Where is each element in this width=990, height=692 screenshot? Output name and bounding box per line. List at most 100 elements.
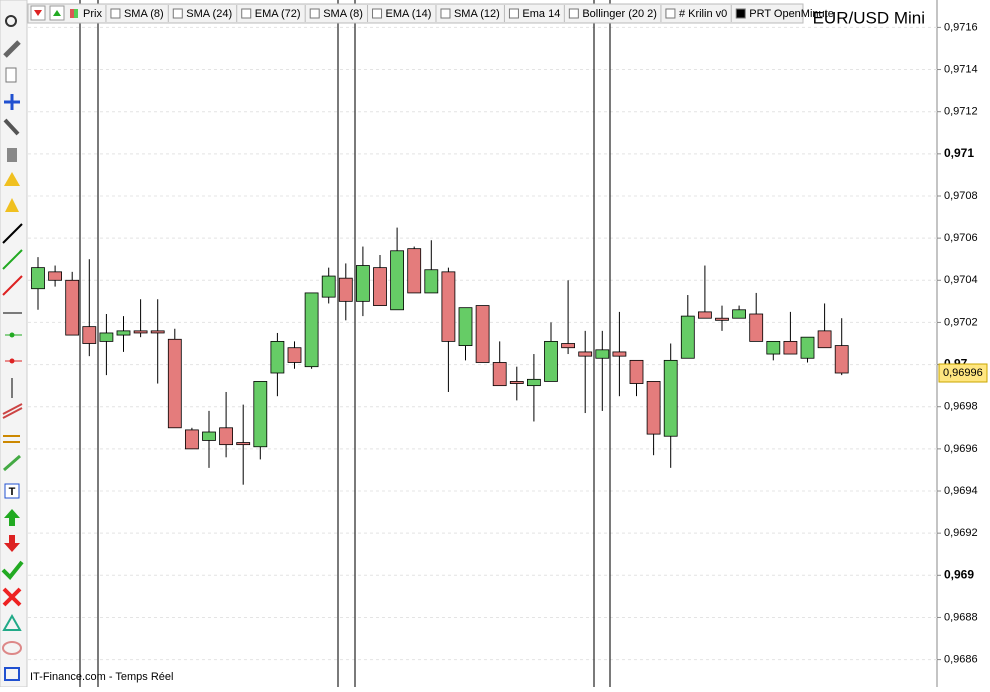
candle-body (715, 317, 729, 321)
candle-body (834, 345, 849, 374)
candle-body (424, 269, 439, 294)
y-axis: 0,9716 0,9714 0,9712 0,971 0,9708 0,9706 0,970… (937, 21, 988, 666)
candle-body (698, 311, 712, 319)
toolbar-item[interactable]: # Krilin v0 (679, 8, 727, 20)
toolbar-checkbox[interactable] (665, 8, 676, 19)
candle-body (458, 307, 473, 347)
y-tick-label: 0,9714 (944, 63, 978, 75)
candle-body (253, 381, 268, 448)
toolbar-checkbox[interactable] (309, 8, 320, 19)
last-price-box (938, 363, 988, 383)
toolbar-checkbox[interactable] (172, 8, 183, 19)
candle-body (355, 265, 370, 302)
y-tick-label: 0,971 (944, 146, 974, 160)
y-tick-label: 0,9712 (944, 106, 978, 118)
toolbar-checkbox[interactable] (74, 9, 78, 18)
candle-body (578, 351, 593, 357)
candle-body (304, 292, 319, 368)
footer: IT-Finance.com - Temps Réel (30, 671, 173, 683)
candle-body (65, 279, 80, 336)
toolbar-item[interactable]: Ema 14 (522, 8, 560, 20)
toolbar-icon (53, 10, 61, 16)
y-tick-label: 0,9688 (944, 611, 978, 623)
toolbar-item[interactable]: PRT OpenMinute (749, 8, 834, 20)
toolbar-checkbox[interactable] (440, 8, 451, 19)
candle-body (749, 313, 764, 342)
candle-body (99, 332, 114, 342)
candle-body (441, 271, 456, 342)
candle-body (31, 267, 45, 290)
candle-body (236, 442, 251, 446)
candle-body (150, 330, 165, 334)
y-tick-label: 0,9698 (944, 401, 978, 413)
candle-body (82, 326, 97, 344)
watermark: EUR/USD Mini (813, 8, 925, 27)
candle-body (595, 349, 610, 359)
candle-body (321, 275, 336, 298)
y-tick-label: 0,9686 (944, 654, 978, 666)
y-tick-label: 0,9708 (944, 190, 978, 202)
candle-body (629, 359, 644, 384)
y-tick-label: 0,9692 (944, 527, 978, 539)
toolbar-item[interactable]: SMA (8) (124, 8, 164, 20)
candle-body (646, 381, 661, 435)
toolbar-checkbox[interactable] (241, 8, 252, 19)
candle-body (270, 340, 285, 374)
candle-body (680, 315, 695, 359)
candle-body (475, 305, 490, 363)
candle-body (202, 431, 216, 441)
candle-body (338, 277, 353, 302)
candle-body (492, 362, 507, 387)
y-tick-label: 0,9702 (944, 316, 978, 328)
toolbar-checkbox[interactable] (372, 8, 383, 19)
candle-body (509, 381, 524, 384)
candle-body (766, 340, 781, 355)
candle-body (48, 271, 62, 281)
candle-body (612, 351, 627, 357)
candle-body (407, 248, 422, 294)
indicator-toolbar: Prix SMA (8) SMA (24) EMA (72) SMA (8) EMA (1… (27, 3, 834, 24)
candle-body (817, 330, 832, 349)
toolbar-checkbox[interactable] (735, 8, 746, 19)
candle-body (116, 330, 131, 336)
toolbar-item[interactable]: SMA (12) (454, 8, 500, 20)
toolbar-bg (27, 3, 804, 24)
candle-body (219, 427, 234, 446)
y-tick-label: 0,9696 (944, 443, 978, 455)
last-price-label: 0,96996 (943, 367, 983, 379)
candle-body (527, 378, 541, 387)
toolbar-checkbox[interactable] (508, 8, 519, 19)
toolbar-item[interactable]: EMA (14) (386, 8, 432, 20)
candle-body (167, 338, 182, 429)
y-tick-label: 0,969 (944, 567, 974, 581)
candle-body (544, 340, 558, 382)
y-tick-label: 0,9716 (944, 21, 978, 33)
toolbar-icon (34, 10, 42, 16)
left-toolbar[interactable]: T (0, 0, 28, 688)
toolbar-item[interactable]: SMA (8) (323, 8, 363, 20)
candles (31, 227, 849, 485)
candle-body (390, 250, 405, 311)
candle-body (561, 343, 575, 349)
svg-text:T: T (9, 486, 16, 498)
candle-body (287, 347, 302, 363)
candle-body (663, 359, 678, 437)
candle-body (373, 267, 387, 306)
candle-body (133, 330, 148, 334)
y-tick-label: 0,9706 (944, 232, 978, 244)
candle-body (783, 340, 798, 355)
toolbar-item[interactable]: EMA (72) (255, 8, 301, 20)
candle-body (184, 429, 199, 450)
y-tick-label: 0,9694 (944, 485, 978, 497)
candle-body (732, 309, 746, 319)
toolbar-checkbox[interactable] (568, 8, 579, 19)
toolbar-item[interactable]: Prix (83, 8, 102, 20)
candle-body (800, 336, 815, 359)
drawn-lines (79, 0, 611, 687)
y-tick-label: 0,9704 (944, 274, 978, 286)
toolbar-checkbox[interactable] (110, 8, 121, 19)
toolbar-swatch (70, 9, 74, 18)
toolbar-item[interactable]: Bollinger (20 2) (582, 8, 657, 20)
toolbar-item[interactable]: SMA (24) (186, 8, 232, 20)
